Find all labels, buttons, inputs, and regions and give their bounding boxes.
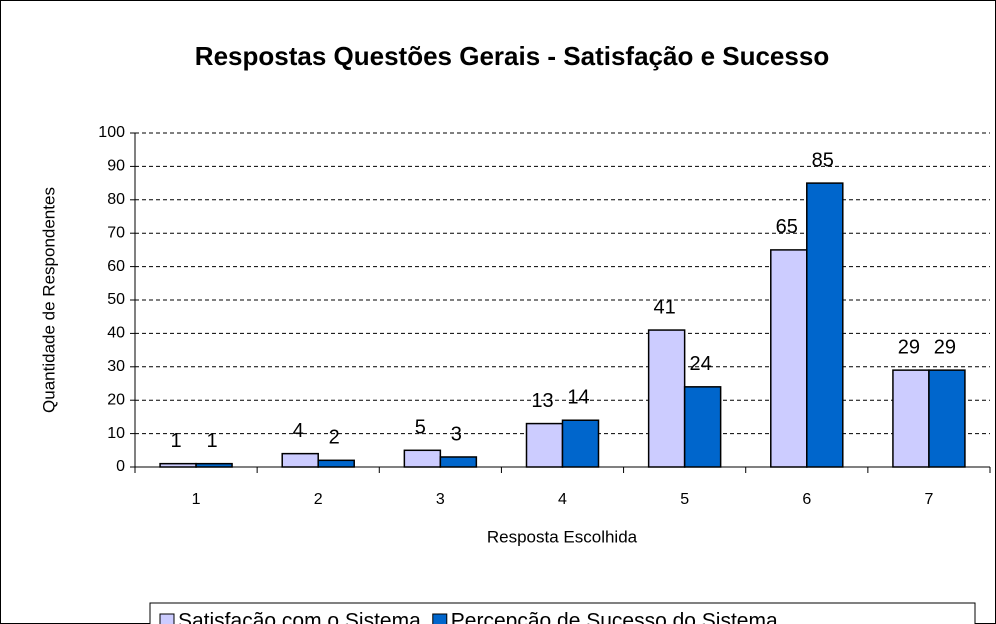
bar bbox=[159, 462, 197, 468]
value-label: 4 bbox=[293, 420, 304, 442]
value-label: 3 bbox=[451, 423, 462, 445]
y-tick-label: 100 bbox=[98, 124, 125, 141]
legend-label: Percepção de Sucesso do Sistema bbox=[451, 610, 778, 624]
y-tick-label: 10 bbox=[107, 425, 125, 442]
x-tick-label: 1 bbox=[192, 491, 201, 508]
value-label: 1 bbox=[171, 430, 182, 452]
y-tick-label: 30 bbox=[107, 358, 125, 375]
x-tick-label: 6 bbox=[802, 491, 811, 508]
value-label: 29 bbox=[898, 336, 920, 358]
value-label: 13 bbox=[531, 390, 553, 412]
y-tick-label: 70 bbox=[107, 224, 125, 241]
value-label: 65 bbox=[776, 216, 798, 238]
legend-swatch bbox=[432, 613, 448, 624]
value-label: 24 bbox=[690, 353, 712, 375]
y-tick-label: 90 bbox=[107, 158, 125, 175]
x-tick-label: 2 bbox=[314, 491, 323, 508]
y-tick-label: 40 bbox=[107, 325, 125, 342]
bar bbox=[195, 462, 233, 468]
value-label: 5 bbox=[415, 417, 426, 439]
legend-box bbox=[149, 602, 976, 624]
bar bbox=[403, 449, 442, 468]
value-label: 1 bbox=[207, 430, 218, 452]
value-label: 2 bbox=[329, 427, 340, 449]
bar bbox=[439, 456, 478, 468]
x-tick-label: 3 bbox=[436, 491, 445, 508]
legend-label: Satisfação com o Sistema bbox=[178, 610, 421, 624]
y-tick-label: 20 bbox=[107, 391, 125, 408]
bar bbox=[647, 329, 686, 468]
value-label: 29 bbox=[934, 336, 956, 358]
bar bbox=[683, 386, 722, 468]
bar bbox=[525, 422, 564, 468]
value-label: 41 bbox=[654, 296, 676, 318]
bar bbox=[561, 419, 600, 468]
value-label: 14 bbox=[567, 387, 589, 409]
y-tick-label: 60 bbox=[107, 258, 125, 275]
bar bbox=[770, 249, 808, 468]
x-axis-label: Resposta Escolhida bbox=[487, 527, 638, 546]
x-tick-label: 7 bbox=[924, 491, 933, 508]
y-tick-label: 50 bbox=[107, 291, 125, 308]
y-axis-label: Quantidade de Respondentes bbox=[39, 187, 58, 413]
bar bbox=[281, 452, 319, 468]
y-tick-label: 0 bbox=[116, 458, 125, 475]
bar bbox=[928, 369, 966, 468]
bar bbox=[806, 182, 844, 468]
y-tick-label: 80 bbox=[107, 191, 125, 208]
x-tick-label: 4 bbox=[558, 491, 567, 508]
chart-title: Respostas Questões Gerais - Satisfação e… bbox=[195, 41, 829, 71]
x-tick-label: 5 bbox=[680, 491, 689, 508]
legend-swatch bbox=[159, 613, 175, 624]
bar bbox=[317, 459, 355, 468]
value-label: 85 bbox=[812, 149, 834, 171]
bar bbox=[892, 369, 930, 468]
